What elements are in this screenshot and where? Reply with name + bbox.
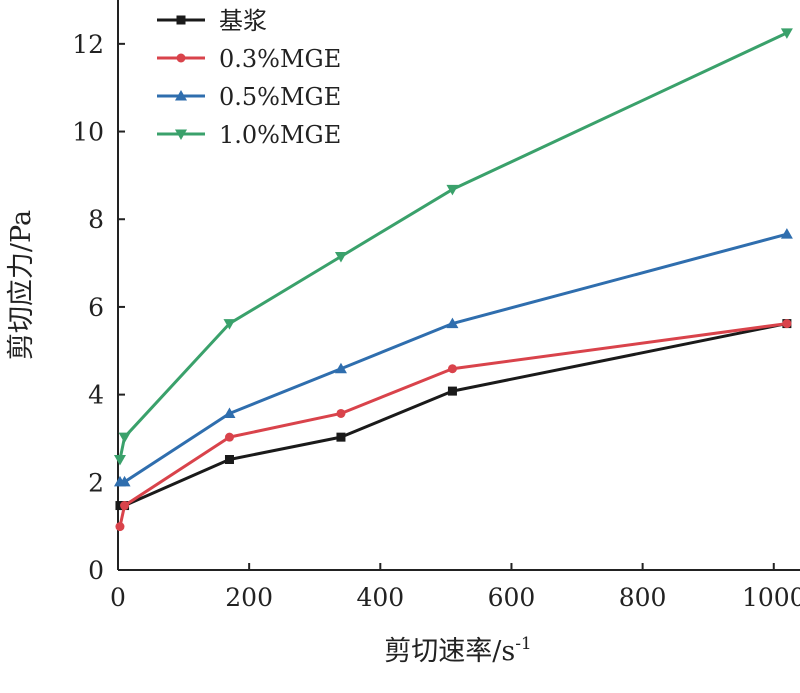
data-point [334,362,347,374]
data-point [447,386,457,396]
data-point [782,319,792,329]
x-axis-ticks: 0 200 400 600 800 1000 [110,563,800,612]
data-point [120,501,130,511]
x-tick-label: 0 [110,583,126,612]
series-3 [113,228,793,487]
data-point [224,432,234,442]
data-point [446,317,459,329]
y-tick-label: 0 [88,556,104,585]
legend: 基浆 0.3%MGE 0.5%MGE 1.0%MGE [157,7,341,149]
series-4 [113,28,793,466]
data-point [118,432,131,444]
legend-entry: 基浆 [157,7,267,35]
x-tick-label: 1000 [742,583,800,612]
x-tick-label: 600 [488,583,536,612]
data-point [780,28,793,39]
y-axis-title: 剪切应力/Pa [6,210,37,360]
data-point [115,501,125,511]
series-line [119,322,788,508]
legend-label: 基浆 [219,7,267,35]
x-axis-title-main: 剪切速率/s [384,636,515,667]
y-tick-label: 4 [88,381,104,410]
y-axis-ticks: 0 2 4 6 8 10 12 [72,30,125,585]
data-point [336,408,346,418]
data-point [224,455,234,465]
data-point [334,252,347,263]
data-point [118,475,131,487]
series-layer [113,28,793,532]
y-tick-label: 8 [88,205,104,234]
data-point [446,184,459,196]
data-point [223,319,236,330]
legend-label: 0.3%MGE [219,45,341,73]
x-axis-title: 剪切速率/s-1 [384,634,532,667]
series-1 [115,319,792,511]
data-point [780,228,793,239]
legend-label: 1.0%MGE [219,121,341,149]
x-tick-label: 800 [619,583,667,612]
legend-entry: 1.0%MGE [157,121,341,149]
legend-marker [175,129,187,140]
y-tick-label: 6 [88,293,104,322]
legend-entry: 0.5%MGE [157,83,341,111]
x-tick-label: 400 [356,583,404,612]
legend-marker [176,15,186,25]
series-2 [115,319,792,532]
y-tick-label: 12 [72,30,104,59]
legend-label: 0.5%MGE [219,83,341,111]
y-tick-label: 2 [88,468,104,497]
plot-area: 0 200 400 600 800 1000 0 2 4 6 8 10 12 [72,0,800,612]
y-tick-label: 10 [72,118,104,147]
series-line [118,322,788,527]
x-tick-label: 200 [225,583,273,612]
legend-marker [176,53,186,63]
data-point [115,522,125,532]
data-point [223,407,236,418]
legend-marker [175,90,187,101]
data-point [113,455,126,466]
x-axis-title-superscript: -1 [515,634,532,654]
data-point [336,432,346,442]
legend-entry: 0.3%MGE [157,45,341,73]
data-point [447,364,457,374]
